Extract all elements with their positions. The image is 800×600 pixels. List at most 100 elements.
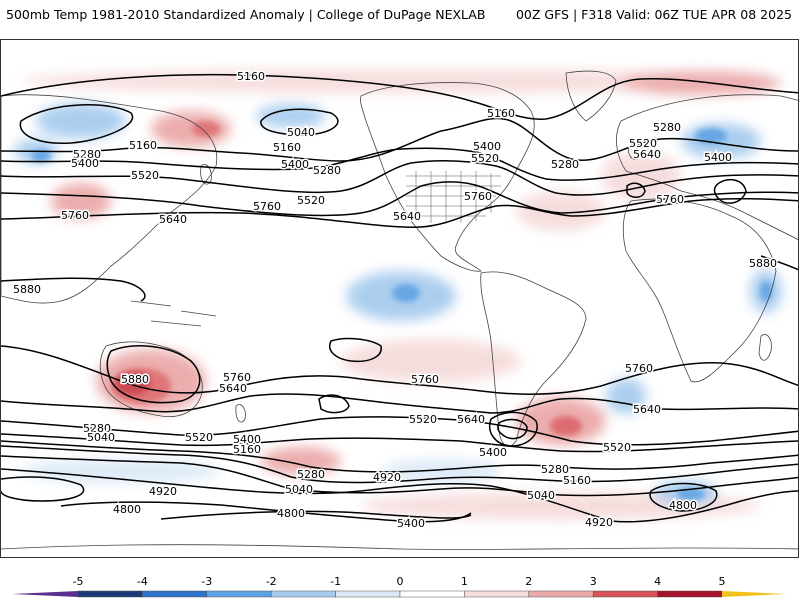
colorbar-segment [399,590,465,598]
new-zealand-outline [235,404,246,423]
contour-label: 5520 [131,169,159,182]
contour-label: 5400 [704,151,732,164]
contour-closed-sam [489,411,538,447]
contour-closed-eu2 [626,182,646,198]
contour-5040-s [1,455,798,497]
contour-label: 5400 [397,517,425,530]
japan-outline [200,164,212,185]
north-america-outline [360,82,535,272]
map-panel: 5160 5040 5160 5280 5400 5160 5400 5520 … [0,39,799,558]
contour-label: 5760 [253,200,281,213]
anomaly-warm-n-pacific [151,111,231,147]
contour-label: 4800 [113,503,141,516]
greenland-outline [565,70,617,122]
contour-label: 5400 [473,140,501,153]
contour-label: 5640 [633,148,661,161]
contour-label: 5640 [633,403,661,416]
contour-5040-n [260,108,339,136]
contour-label: 5760 [464,190,492,203]
asia-west-outline [1,94,218,304]
colorbar-segment [142,590,208,598]
colorbar-segment [270,590,336,598]
anomaly-cold-europe-core [695,128,727,144]
colorbar-tick-label: 5 [719,575,726,588]
contour-label: 5280 [297,468,325,481]
contour-5760-n [1,197,798,228]
south-america-outline [480,271,587,447]
contour-5400-s [1,433,798,453]
colorbar-segments [12,590,786,598]
africa-outline [622,198,777,383]
contour-label: 5760 [61,209,89,222]
contour-4800-s2 [160,510,472,520]
height-contours [1,73,798,523]
contour-closed-sw [1,476,85,502]
contour-label: 4920 [149,485,177,498]
indonesia-outline [130,300,217,327]
contour-5520-n [1,160,798,196]
contour-labels: 5160 5040 5160 5280 5400 5160 5400 5520 … [12,69,779,532]
contour-label: 5880 [749,257,777,270]
contour-label: 5520 [471,152,499,165]
contour-4920-s [1,468,798,523]
contour-closed-eu [713,178,747,204]
contour-label: 5400 [281,158,309,171]
madagascar-outline [758,334,772,361]
colorbar-tick-labels: -5 -4 -3 -2 -1 0 1 2 3 4 5 [73,575,726,588]
colorbar-tick-label: -3 [201,575,212,588]
colorbar-segment [657,590,723,598]
colorbar-tick-label: -2 [266,575,277,588]
anomaly-cold-nw-pacific-core [31,150,51,162]
contour-label: 4800 [669,499,697,512]
colorbar-tick-label: 1 [461,575,468,588]
colorbar-tick-label: -1 [330,575,341,588]
contour-5160-n [1,73,798,120]
colorbar-segment [335,590,401,598]
contour-5520-s [1,416,798,446]
anomaly-cold-pacific-core [392,284,420,302]
contour-label: 5160 [237,70,265,83]
uk-outline [628,144,639,160]
anomaly-cold-nw-pacific [36,103,126,139]
contour-label: 5880 [121,373,149,386]
contour-5760-s [1,345,798,396]
contour-5280-s [1,440,798,473]
contour-5880-n [1,277,146,302]
anomaly-warm-atlantic [516,191,606,231]
contour-label: 5760 [411,373,439,386]
contour-label: 5520 [629,137,657,150]
colorbar-segment [528,590,594,598]
contour-label: 5520 [603,441,631,454]
contour-label: 5280 [313,164,341,177]
contour-label: 5040 [87,431,115,444]
anomaly-cold-e-africa-core [760,281,772,301]
contour-label: 5040 [527,489,555,502]
us-state-grid [406,171,501,223]
contour-5880-e [760,255,798,271]
model-run-info: 00Z GFS | F318 Valid: 06Z TUE APR 08 202… [515,7,792,22]
contour-label: 5400 [479,446,507,459]
colorbar-segment [77,590,143,598]
contour-label: 5160 [129,139,157,152]
anomaly-warm-s-atlantic-core [550,416,582,436]
colorbar-segment [592,590,658,598]
colorbar-tick-label: -5 [73,575,84,588]
contour-label: 5280 [551,158,579,171]
colorbar-tick-label: 0 [397,575,404,588]
eurasia-outline [616,94,798,240]
contour-5400-n [1,147,798,181]
contour-label: 5280 [83,422,111,435]
contour-label: 5160 [563,474,591,487]
map-canvas: 5160 5040 5160 5280 5400 5160 5400 5520 … [1,69,798,550]
contour-5640-n [1,181,798,217]
contour-label: 5040 [285,483,313,496]
colorbar-tick-label: 2 [525,575,532,588]
colorbar-tick-label: 3 [590,575,597,588]
colorbar-tick-label: -4 [137,575,148,588]
contour-label: 5520 [409,413,437,426]
contour-label: 5640 [457,413,485,426]
contour-label: 5160 [487,107,515,120]
contour-label: 5280 [653,121,681,134]
contour-label: 5520 [297,194,325,207]
contour-label: 4920 [373,471,401,484]
